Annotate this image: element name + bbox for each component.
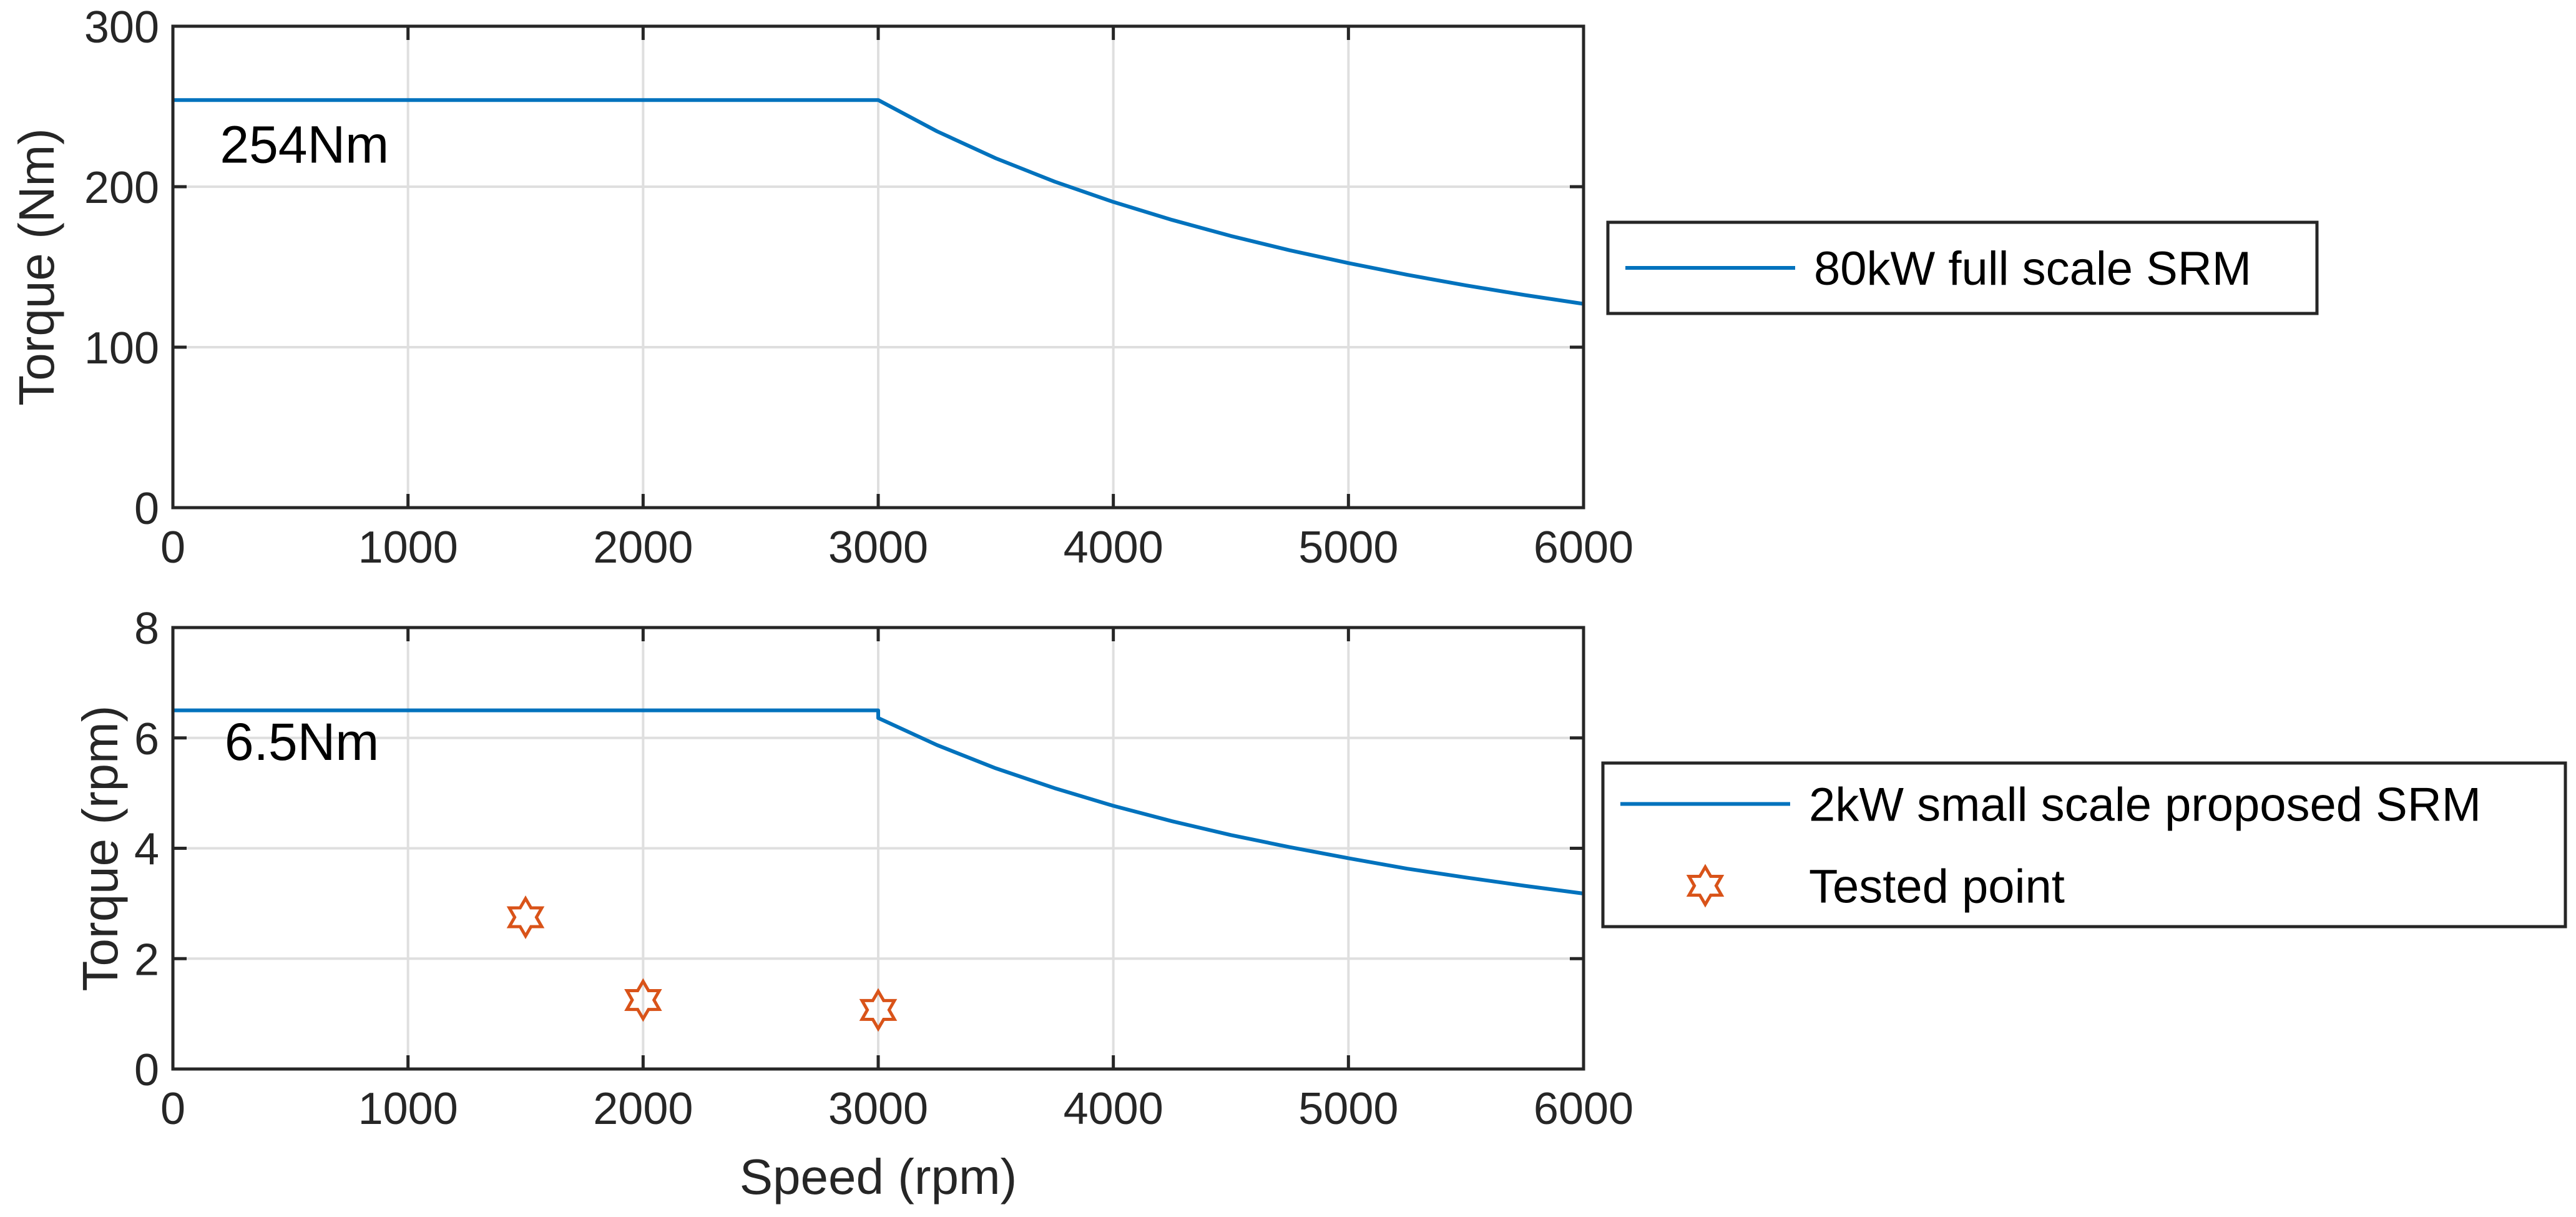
- top-torque-plot: 0 1000 2000 3000 4000 5000 6000 0 100 200 300 Torqu…: [9, 2, 2319, 573]
- legend-entry-label: Tested point: [1809, 860, 2065, 914]
- x-tick-label: 1000: [358, 1084, 458, 1134]
- x-tick-label: 1000: [358, 523, 458, 573]
- y-tick-label: 8: [134, 604, 159, 654]
- x-tick-label: 5000: [1298, 523, 1398, 573]
- y-tick-label: 6: [134, 714, 159, 764]
- legend-box: [1601, 761, 2567, 929]
- legend-entry-label: 2kW small scale proposed SRM: [1809, 779, 2481, 832]
- bottom-torque-plot: 0 1000 2000 3000 4000 5000 6000 0 2 4 6 8 Torque (rp…: [72, 604, 2567, 1205]
- series-line-80kw-full-scale-srm: [173, 98, 1584, 306]
- x-tick-label: 4000: [1064, 523, 1163, 573]
- legend: 2kW small scale proposed SRM Tested point: [1601, 761, 2567, 929]
- x-tick-label: 0: [160, 523, 185, 573]
- x-tick-label: 3000: [828, 523, 928, 573]
- x-tick-label: 6000: [1534, 1084, 1633, 1134]
- peak-torque-annotation: 254Nm: [220, 115, 389, 174]
- x-tick-label: 4000: [1064, 1084, 1163, 1134]
- tested-point-marker: [506, 895, 545, 939]
- x-tick-label: 6000: [1534, 523, 1633, 573]
- peak-torque-annotation: 6.5Nm: [225, 712, 379, 771]
- y-tick-label: 300: [84, 2, 159, 52]
- x-tick-label: 5000: [1298, 1084, 1398, 1134]
- x-axis-label: Speed (rpm): [740, 1149, 1017, 1205]
- y-tick-label: 0: [134, 1045, 159, 1095]
- legend-entry-label: 80kW full scale SRM: [1814, 242, 2251, 295]
- y-tick-label: 100: [84, 323, 159, 373]
- tested-point-marker: [859, 988, 898, 1032]
- legend-star-icon: [1686, 864, 1725, 908]
- series-line-2kw-small-scale-proposed-srm: [173, 708, 1584, 895]
- x-tick-label: 3000: [828, 1084, 928, 1134]
- y-tick-label: 4: [134, 825, 159, 875]
- x-tick-label: 0: [160, 1084, 185, 1134]
- legend: 80kW full scale SRM: [1606, 220, 2319, 315]
- x-tick-label: 2000: [593, 1084, 693, 1134]
- tested-point-marker: [624, 978, 662, 1022]
- y-tick-label: 200: [84, 163, 159, 213]
- y-tick-label: 2: [134, 935, 159, 985]
- y-tick-label: 0: [134, 484, 159, 534]
- y-axis-label: Torque (rpm): [72, 706, 128, 992]
- y-axis-label: Torque (Nm): [9, 128, 64, 406]
- x-tick-label: 2000: [593, 523, 693, 573]
